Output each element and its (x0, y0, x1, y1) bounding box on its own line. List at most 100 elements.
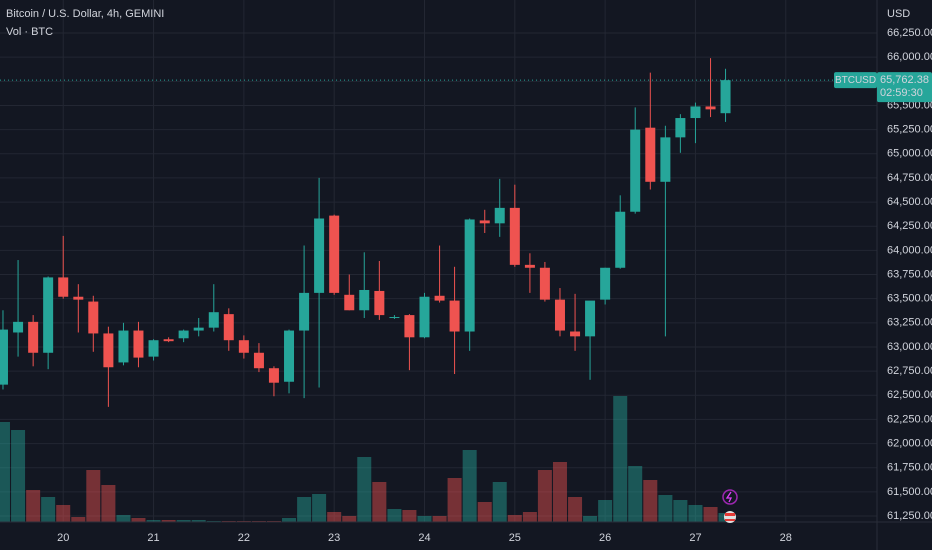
candle-body (705, 106, 716, 110)
x-tick-label: 26 (599, 532, 611, 544)
candle-body (720, 80, 731, 114)
x-tick-label: 25 (509, 532, 521, 544)
volume-label: Vol · BTC (6, 26, 53, 38)
candle-body (645, 127, 656, 182)
y-tick-label: 62,500.00 (887, 389, 932, 401)
volume-bar (643, 480, 658, 522)
volume-bar (131, 518, 146, 522)
icon (722, 489, 738, 505)
y-tick-label: 65,000.00 (887, 148, 932, 160)
y-tick-label: 62,000.00 (887, 437, 932, 449)
candle-body (359, 289, 370, 311)
x-tick-label: 23 (328, 532, 340, 544)
volume-bar (628, 466, 643, 522)
y-tick-label: 61,750.00 (887, 462, 932, 474)
volume-bar (417, 516, 432, 522)
volume-bar (191, 520, 206, 522)
chart-title: Bitcoin / U.S. Dollar, 4h, GEMINI (6, 8, 164, 20)
candle-body (284, 330, 295, 382)
axes: 61,250.00 61,500.00 61,750.00 62,000.00 62,2… (57, 27, 932, 544)
y-tick-label: 63,500.00 (887, 293, 932, 305)
candle-body (178, 330, 189, 339)
volume-bar (26, 490, 41, 522)
symbol-label: BTCUSD (835, 75, 876, 86)
symbol-tag (834, 72, 877, 89)
candle-body (344, 294, 355, 311)
candle-body (193, 327, 204, 331)
candle-body (570, 331, 581, 337)
volume-bar (387, 509, 402, 522)
y-tick-label: 61,250.00 (887, 510, 932, 522)
candle-body (118, 330, 129, 363)
candle-body (268, 368, 279, 383)
volume-bar (477, 502, 492, 522)
volume-bar (342, 516, 357, 522)
y-tick-label: 63,750.00 (887, 268, 932, 280)
x-tick-label: 20 (57, 532, 69, 544)
candle-body (208, 312, 219, 328)
volume-bar (613, 396, 628, 522)
volume-bar (658, 495, 673, 522)
volume-bar (432, 516, 447, 522)
currency: USD (887, 8, 910, 20)
y-tick-label: 65,250.00 (887, 124, 932, 136)
volume-bar (297, 497, 312, 522)
x-tick-label: 24 (418, 532, 430, 544)
y-tick-label: 63,250.00 (887, 317, 932, 329)
icon (725, 513, 735, 516)
candle-body (28, 321, 39, 353)
y-tick-label: 64,500.00 (887, 196, 932, 208)
volume-bar (688, 505, 703, 522)
y-tick-label: 64,250.00 (887, 220, 932, 232)
candle-body (43, 277, 54, 353)
volume-bar (447, 478, 462, 522)
candle-body (223, 314, 234, 341)
volume-bar (492, 482, 507, 522)
candle-body (314, 218, 325, 293)
volume-bar (537, 470, 552, 522)
icon (724, 511, 736, 523)
y-tick-label: 61,500.00 (887, 486, 932, 498)
candle-body (0, 329, 8, 385)
candle-body (253, 352, 264, 369)
candle-body (13, 321, 24, 333)
candle-body (389, 317, 400, 319)
event-icons (722, 489, 738, 523)
y-tick-label: 64,000.00 (887, 244, 932, 256)
y-tick-label: 63,000.00 (887, 341, 932, 353)
volume-bar (583, 516, 598, 522)
last-price-label: 65,762.38 (880, 74, 929, 86)
y-tick-label: 62,750.00 (887, 365, 932, 377)
volume-bar (522, 512, 537, 522)
countdown-label: 02:59:30 (880, 87, 923, 99)
candle-body (73, 296, 84, 300)
volume-bar (101, 485, 116, 522)
y-tick-label: 62,250.00 (887, 413, 932, 425)
volume-bar (552, 462, 567, 522)
volume-bar (327, 512, 342, 522)
candle-body (88, 301, 99, 334)
candle-body (464, 219, 475, 332)
volume-bar (402, 510, 417, 522)
candle-body (419, 296, 430, 338)
volume-bar (282, 518, 297, 522)
candle-body (103, 333, 114, 368)
candle-body (615, 211, 626, 268)
candle-body (329, 215, 340, 293)
volume-bar (161, 520, 176, 522)
candle-body (554, 299, 565, 331)
volume-bar (86, 470, 101, 522)
volume-bar (507, 515, 522, 522)
volume-bar (56, 505, 71, 522)
volume-bar (673, 500, 688, 522)
volume-bar (598, 500, 613, 522)
volume-bar (0, 422, 10, 522)
volume-pane (0, 396, 733, 522)
volume-bar (312, 494, 327, 522)
volume-bar (116, 515, 131, 522)
volume-bar (568, 497, 583, 522)
candle-body (148, 340, 159, 357)
x-tick-label: 28 (780, 532, 792, 544)
